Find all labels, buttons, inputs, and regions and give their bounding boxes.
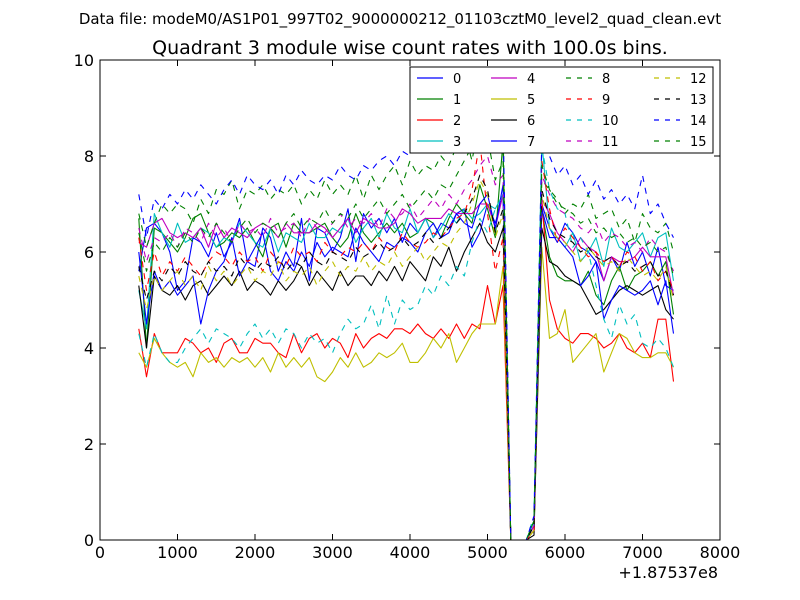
x-tick-label: 1000 — [157, 543, 198, 562]
legend-label-3: 3 — [453, 135, 461, 150]
series-line-4 — [138, 193, 675, 540]
series-line-13 — [138, 174, 675, 540]
legend-label-15: 15 — [690, 135, 707, 150]
chart-title: Quadrant 3 module wise count rates with … — [152, 37, 668, 59]
legend-label-7: 7 — [527, 135, 535, 150]
legend-label-9: 9 — [602, 93, 610, 108]
x-tick-label: 2000 — [235, 543, 276, 562]
series-line-6 — [138, 222, 674, 540]
y-tick-label: 2 — [84, 435, 94, 454]
legend-label-12: 12 — [690, 72, 707, 87]
y-tick-label: 4 — [84, 339, 94, 358]
series-line-3 — [138, 141, 675, 540]
x-tick-label: 5000 — [467, 543, 508, 562]
series-line-11 — [138, 155, 675, 540]
series-line-15 — [138, 126, 675, 540]
x-tick-label: 8000 — [700, 543, 741, 562]
series-line-1 — [138, 141, 675, 540]
y-tick-label: 0 — [84, 531, 94, 550]
y-tick-label: 10 — [74, 51, 94, 70]
series-layer — [138, 69, 675, 540]
y-tick-label: 6 — [84, 243, 94, 262]
plot-frame — [99, 59, 721, 541]
x-offset-label: +1.87537e8 — [618, 563, 718, 582]
legend-label-1: 1 — [453, 93, 461, 108]
y-tick-label: 8 — [84, 147, 94, 166]
legend-label-14: 14 — [690, 114, 707, 129]
x-tick-label: 3000 — [312, 543, 353, 562]
series-line-8 — [138, 107, 675, 540]
series-line-9 — [138, 141, 675, 540]
x-tick-label: 7000 — [622, 543, 663, 562]
series-line-0 — [138, 193, 674, 540]
legend-label-2: 2 — [453, 114, 461, 129]
legend-label-13: 13 — [690, 93, 707, 108]
legend-label-0: 0 — [453, 72, 461, 87]
series-line-10 — [138, 145, 675, 540]
legend-label-6: 6 — [527, 114, 535, 129]
suptitle: Data file: modeM0/AS1P01_997T02_90000002… — [79, 10, 721, 29]
legend-label-11: 11 — [602, 135, 619, 150]
series-line-2 — [138, 198, 675, 540]
series-line-7 — [138, 184, 675, 540]
x-tick-label: 6000 — [545, 543, 586, 562]
legend-frame — [409, 66, 714, 154]
x-tick-label: 4000 — [390, 543, 431, 562]
legend-label-10: 10 — [602, 114, 619, 129]
x-tick-label: 0 — [95, 543, 105, 562]
legend-label-5: 5 — [527, 93, 535, 108]
legend-label-8: 8 — [602, 72, 610, 87]
legend-label-4: 4 — [527, 72, 535, 87]
series-line-12 — [138, 179, 675, 540]
series-line-5 — [138, 246, 674, 540]
